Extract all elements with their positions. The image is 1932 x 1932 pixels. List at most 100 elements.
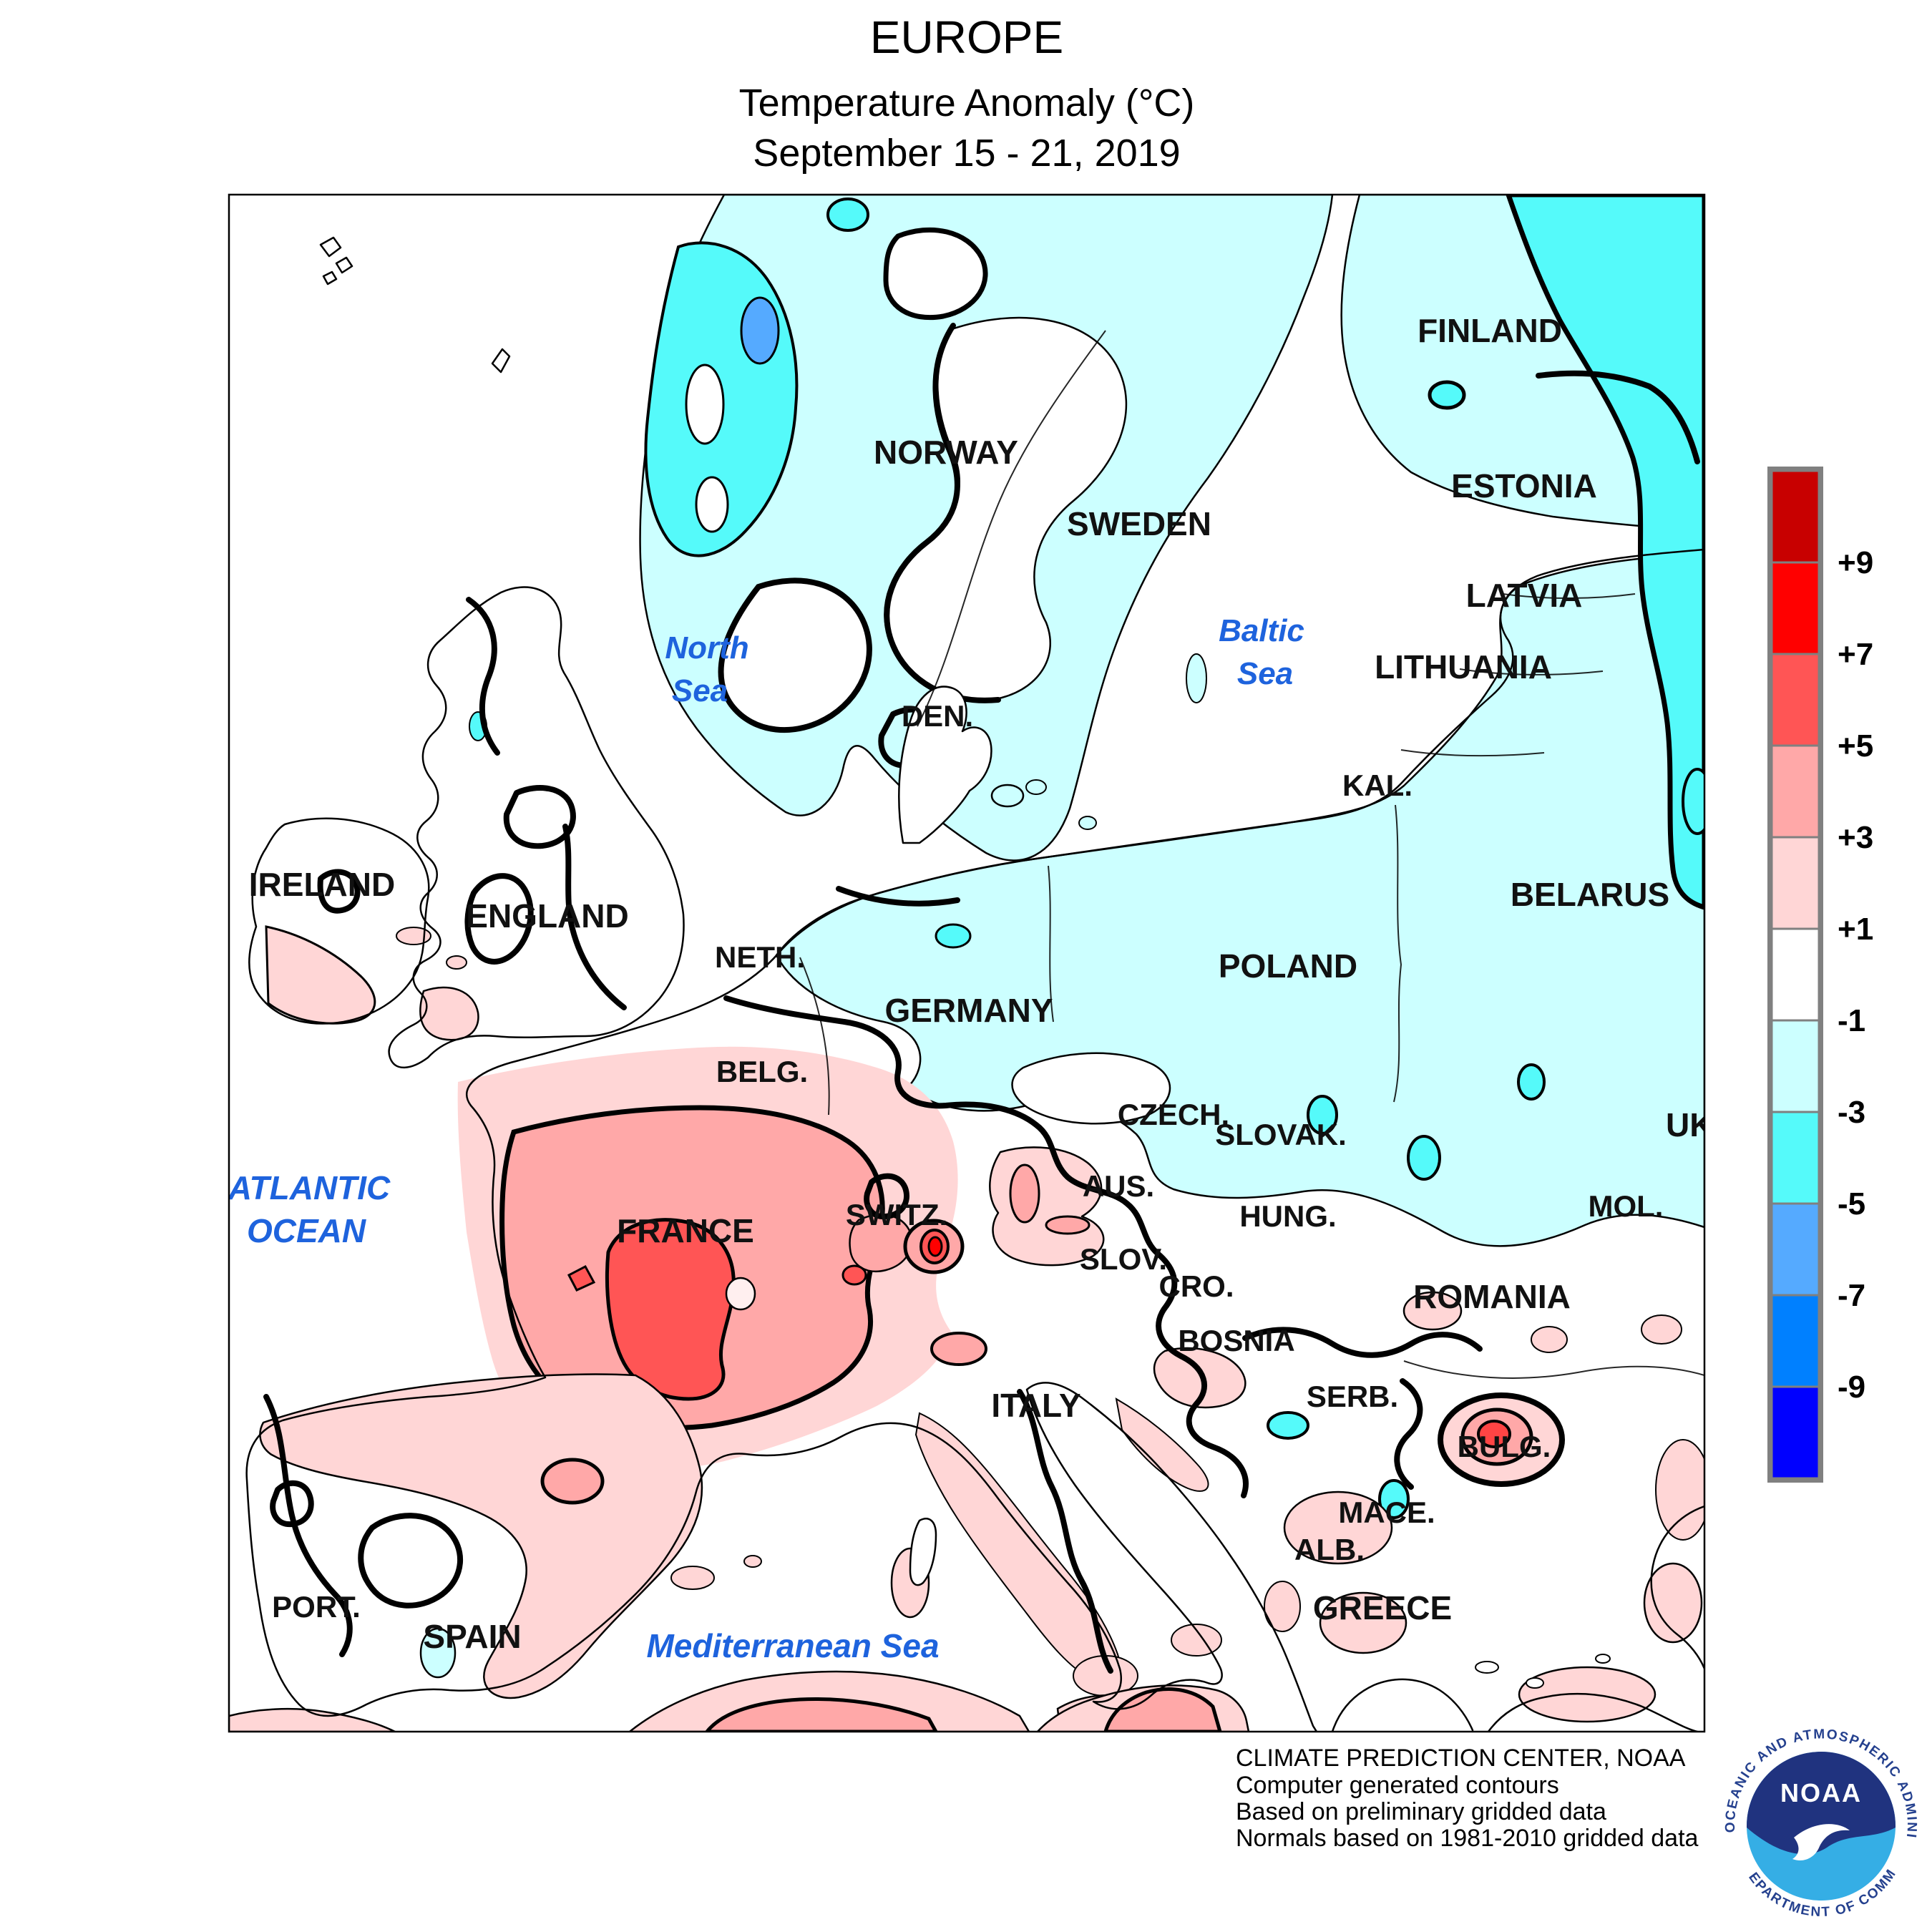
region-romania-coast-plus1 [1655,1439,1704,1541]
region-norway-coldest-spot [740,296,780,365]
legend-cell-8 [1770,1202,1820,1297]
region-belarus-cold-spot [1517,1063,1546,1101]
contour-gulf-of-finland [1536,370,1700,464]
contour-scotland-line [466,597,500,756]
label-hungary: HUNG. [1239,1199,1336,1233]
region-serbia-cold-spot [1267,1411,1309,1440]
border-baltic-states [1400,593,1636,757]
region-mallorca [670,1566,715,1590]
region-bornholm [1078,816,1097,830]
label-bosnia: BOSNIA [1178,1324,1294,1357]
contour-sweden-interior [884,323,1001,703]
coastline-ireland [248,817,430,1025]
label-baltic-sea-line2: Sea [1237,656,1293,691]
label-ireland: IRELAND [249,866,395,903]
legend-tick-plus7: +7 [1838,637,1873,672]
legend-tick-plus1: +1 [1838,912,1873,947]
page-date-range: September 15 - 21, 2019 [753,132,1180,175]
label-baltic-sea-line1: Baltic [1219,613,1304,648]
legend-tick-minus5: -5 [1838,1186,1865,1221]
contour-england-ring [464,873,534,965]
legend-tick-plus5: +5 [1838,728,1873,763]
label-croatia: CRO. [1159,1269,1234,1303]
contour-ireland-ring [317,869,361,914]
label-netherlands: NETH. [715,940,805,974]
contour-italy-line [1017,1389,1113,1674]
attribution-line-1: CLIMATE PREDICTION CENTER, NOAA [1236,1745,1686,1772]
legend-colorbar: +9 +7 +5 +3 +1 -1 -3 -5 -7 -9 [1767,467,1873,1483]
label-atlantic-line2: OCEAN [247,1212,366,1249]
legend-cell-0 [1770,469,1820,564]
label-austria: AUS. [1083,1169,1154,1203]
label-portugal: PORT. [272,1590,361,1624]
label-belarus: BELARUS [1511,876,1669,913]
region-alps-plus3-band [849,1214,913,1272]
region-france-light-hole [725,1277,756,1311]
region-iberia-plus1 [259,1373,703,1699]
label-norway: NORWAY [874,434,1018,471]
region-austria-plus3-b [1045,1215,1091,1235]
region-aegean-island-b [1526,1677,1544,1689]
coastline-shetland [491,348,511,374]
label-north-sea-line2: Sea [672,673,728,708]
label-greece: GREECE [1313,1589,1452,1626]
region-bosnia-plus1 [1153,1347,1246,1409]
label-romania: ROMANIA [1413,1278,1571,1315]
legend-tick-plus9: +9 [1838,545,1873,580]
region-aegean-island-c [1595,1654,1611,1664]
label-atlantic-line1: ATLANTIC [228,1169,391,1206]
region-romania-plus1-b [1531,1326,1568,1353]
label-denmark: DEN. [902,699,973,733]
page-title: EUROPE [870,11,1063,63]
border-romania-south [1403,1360,1704,1379]
region-romania-plus1-c [1641,1314,1682,1345]
contour-north-germany [836,886,960,907]
region-south-norway-neutral [718,577,872,733]
legend-tick-plus3: +3 [1838,820,1873,855]
border-france-germany [799,957,830,1116]
region-greece-plus1-a [1319,1591,1407,1654]
region-tunisia-plus3 [1103,1687,1222,1732]
noaa-logo-seagull-icon [1792,1824,1850,1860]
contour-iberia-west-line [263,1394,353,1657]
region-gotland [1186,653,1207,703]
legend-cell-9 [1770,1294,1820,1388]
region-denmark-islands-a [990,784,1025,808]
contour-portugal-ring [270,1480,314,1528]
legend-cell-10 [1770,1385,1820,1480]
coastline-greece-peninsulas [1331,1678,1699,1732]
region-france-plus5-speck [567,1264,596,1292]
region-morocco-plus1 [229,1707,396,1732]
region-menorca [743,1555,762,1568]
label-north-sea-line1: North [665,630,748,665]
legend-tick-minus9: -9 [1838,1370,1865,1405]
noaa-logo: NATIONAL OCEANIC AND ATMOSPHERIC ADMINIS… [1719,1724,1923,1928]
contour-continental-zero-line [723,995,1249,1498]
region-blacksea-coast-plus1 [1643,1562,1703,1644]
label-france: FRANCE [617,1212,754,1249]
attribution-line-4: Normals based on 1981-2010 gridded data [1236,1825,1699,1852]
noaa-logo-acronym: NOAA [1780,1778,1862,1807]
label-macedonia: MACE. [1338,1496,1435,1529]
region-northeast-cold [1506,195,1704,910]
label-estonia: ESTONIA [1451,467,1597,504]
legend-outline [1767,467,1823,1483]
coastline-faroe-islands [319,236,353,286]
region-norway-hole-1 [685,364,725,445]
legend-cell-4 [1770,836,1820,930]
label-czechia: CZECH. [1118,1098,1229,1131]
attribution-line-2: Computer generated contours [1236,1772,1559,1799]
border-poland-east [1393,804,1402,1103]
region-bulgaria-cold-spot [1378,1479,1410,1519]
legend-tick-minus7: -7 [1838,1278,1865,1313]
region-norway-top-cold-spot [826,197,869,232]
region-finland-cold-spot [1428,380,1466,410]
label-slovenia: SLOV. [1080,1242,1167,1276]
label-moldova: MOL. [1589,1189,1664,1223]
region-wales-plus1 [396,927,431,945]
label-switzerland: SWITZ. [846,1198,947,1231]
contour-alps-ring [864,1173,909,1220]
coastline-denmark [898,686,992,844]
